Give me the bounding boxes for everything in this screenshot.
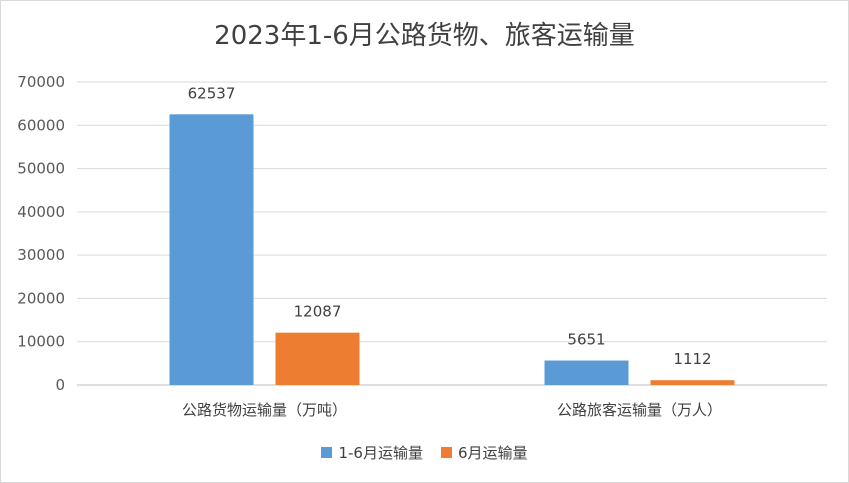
legend-swatch-series-2 (440, 447, 452, 458)
data-label: 1112 (673, 350, 711, 368)
legend: 1-6月运输量 6月运输量 (1, 442, 848, 463)
y-tick-label: 60000 (17, 116, 65, 134)
bar-2-series-2 (650, 380, 735, 385)
x-category-label: 公路货物运输量（万吨） (182, 401, 347, 419)
plot-area: 0 10000 20000 30000 40000 50000 60000 70000 6253… (17, 73, 827, 419)
data-label: 5651 (567, 331, 605, 349)
legend-item-series-1: 1-6月运输量 (321, 442, 423, 463)
legend-swatch-series-1 (321, 447, 333, 458)
y-tick-label: 50000 (17, 160, 65, 178)
chart-title: 2023年1-6月公路货物、旅客运输量 (214, 21, 635, 51)
y-tick-label: 20000 (17, 289, 65, 307)
legend-item-series-2: 6月运输量 (440, 442, 528, 463)
bar-2-series-1 (544, 360, 629, 385)
legend-label-series-1: 1-6月运输量 (338, 444, 423, 462)
y-tick-label: 10000 (17, 333, 65, 351)
y-tick-label: 0 (55, 376, 65, 394)
y-tick-label: 30000 (17, 246, 65, 264)
bar-1-series-1 (169, 114, 254, 385)
data-label: 62537 (188, 84, 236, 102)
legend-label-series-2: 6月运输量 (457, 444, 528, 462)
data-label: 12087 (294, 303, 342, 321)
x-category-label: 公路旅客运输量（万人） (557, 401, 722, 419)
y-tick-label: 70000 (17, 73, 65, 91)
bar-1-series-2 (275, 332, 360, 385)
y-tick-label: 40000 (17, 203, 65, 221)
